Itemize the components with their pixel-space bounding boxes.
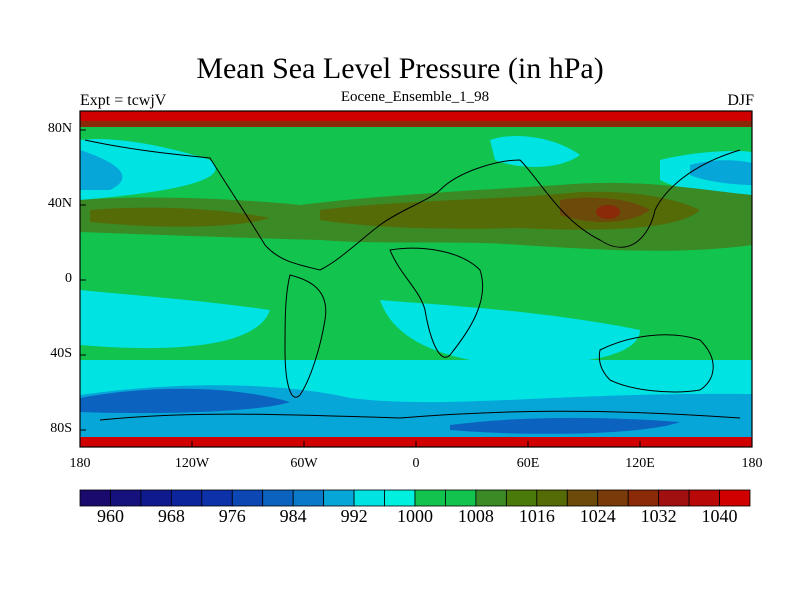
axis-ticks — [79, 129, 753, 447]
colorbar-label: 1032 — [640, 506, 677, 526]
colorbar-swatch — [475, 489, 507, 507]
colorbar-swatch — [353, 489, 385, 507]
colorbar-swatch — [536, 489, 568, 507]
field-arctic-cyan — [490, 135, 580, 167]
lon-label-180w: 180 — [69, 456, 91, 471]
field-natlantic-blue — [690, 160, 752, 185]
experiment-label: Expt = tcwjV — [80, 92, 167, 109]
colorbar-label: 992 — [340, 506, 368, 526]
colorbar-swatch — [627, 489, 660, 507]
field-north-pole-ring — [80, 121, 752, 127]
colorbar-swatch — [201, 489, 233, 507]
colorbar-label: 1016 — [518, 506, 555, 526]
colorbar-label: 976 — [218, 506, 246, 526]
lon-label-60w: 60W — [290, 456, 318, 471]
lat-label-equator: 0 — [65, 271, 72, 286]
colorbar-swatch — [445, 489, 477, 507]
lat-label-80s: 80S — [50, 421, 72, 436]
field-spacific-cyan — [80, 290, 270, 349]
coastlines — [84, 139, 741, 421]
field-high-max — [596, 205, 620, 219]
colorbar-swatch — [658, 489, 690, 507]
lon-label-120e: 120E — [625, 456, 655, 471]
colorbar-swatch — [505, 489, 538, 507]
colorbar-swatch — [262, 489, 294, 507]
colorbar-swatch — [719, 489, 751, 507]
colorbar-swatch — [384, 489, 416, 507]
lat-label-40n: 40N — [47, 196, 72, 211]
colorbar-swatch — [566, 489, 599, 507]
colorbar-label: 968 — [157, 506, 185, 526]
field-high-core-1 — [90, 207, 270, 227]
colorbar-label: 1024 — [579, 506, 616, 526]
lon-label-120w: 120W — [174, 456, 210, 471]
field-npacific-blue — [80, 150, 123, 190]
lon-label-0: 0 — [412, 456, 420, 471]
lat-label-40s: 40S — [50, 346, 72, 361]
colorbar-label: 1008 — [457, 506, 494, 526]
colorbar-swatch — [292, 489, 325, 507]
pressure-field — [80, 111, 752, 447]
field-southern-low — [80, 388, 290, 414]
lon-label-60e: 60E — [516, 456, 540, 471]
colorbar-swatch — [323, 489, 355, 507]
colorbar-label: 984 — [279, 506, 307, 526]
season-label: DJF — [727, 92, 754, 109]
colorbar-swatch — [170, 489, 203, 507]
colorbar-swatch — [140, 489, 172, 507]
field-southern-low-2 — [450, 417, 680, 434]
ensemble-label: Eocene_Ensemble_1_98 — [340, 89, 490, 105]
colorbar-label: 1000 — [397, 506, 433, 526]
field-indian-cyan — [380, 300, 640, 364]
colorbar-swatch — [231, 489, 264, 507]
colorbar-swatch — [110, 489, 142, 507]
colorbar — [79, 489, 751, 507]
colorbar-label: 1040 — [701, 506, 738, 526]
lat-label-80n: 80N — [47, 121, 72, 136]
colorbar-swatch — [79, 489, 111, 507]
field-north-pole — [80, 111, 752, 121]
colorbar-swatch — [597, 489, 629, 507]
colorbar-swatch — [688, 489, 720, 507]
lon-label-180e: 180 — [741, 456, 763, 471]
colorbar-swatch — [414, 489, 446, 507]
plot-title: Mean Sea Level Pressure (in hPa) — [196, 52, 604, 85]
colorbar-label: 960 — [96, 506, 124, 526]
